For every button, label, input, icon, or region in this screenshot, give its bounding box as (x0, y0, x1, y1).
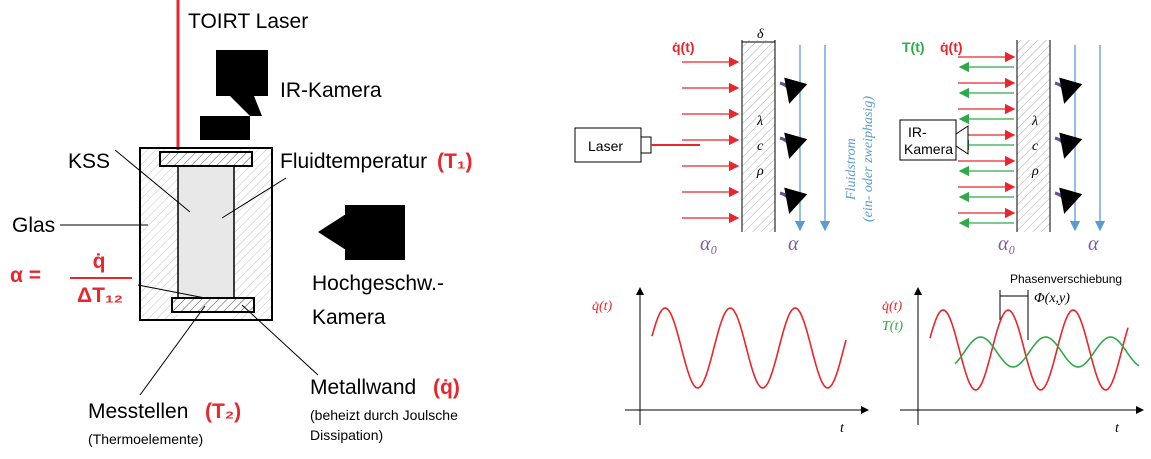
thickness-label: δ (757, 27, 764, 42)
formula-numerator: q̇ (93, 250, 106, 273)
flow-label: (ein- oder zweiphasig) (861, 96, 876, 222)
camera-label: Kamera (904, 141, 953, 157)
property: ρ (756, 164, 764, 179)
temperature-wave (955, 337, 1139, 367)
vortex (780, 83, 791, 101)
property: c (757, 139, 764, 154)
metal-wall (172, 298, 254, 312)
fluid-label: Fluidtemperatur (280, 150, 427, 173)
flux-wave (930, 310, 1128, 390)
measurement-symbol: (T₂) (205, 400, 241, 423)
metal-wall-note: (beheizt durch Joulsche (310, 407, 458, 423)
heat-flux-label: q̇(t) (940, 39, 963, 55)
laser-nozzle (641, 137, 651, 153)
hs-camera-lens (318, 214, 346, 250)
ir-camera-label: IR-Kamera (280, 79, 382, 102)
vortex (1055, 83, 1066, 101)
property: c (1032, 139, 1039, 154)
flow-label: Fluidstrom (844, 138, 859, 201)
metal-wall-label: Metallwand (310, 376, 416, 399)
metal-wall-note: Dissipation) (310, 427, 383, 443)
temperature-label: T(t) (902, 39, 925, 55)
vortex (1055, 138, 1066, 156)
ir-camera-icon (216, 50, 268, 96)
heat-flux-label: q̇(t) (672, 39, 695, 55)
metal-wall-symbol: (q̇) (433, 376, 460, 399)
wall (1017, 40, 1050, 232)
camera-panel: T(t) q̇(t) IR- Kamera λ c ρ α₀ α (900, 39, 1100, 255)
camera-label: IR- (908, 124, 927, 140)
property: λ (1031, 114, 1038, 129)
x-label: t (840, 421, 845, 436)
camera-lens (956, 126, 968, 154)
laser-label: TOIRT Laser (188, 10, 308, 33)
laser-label: Laser (588, 138, 623, 154)
measurement-label: Messtellen (88, 400, 188, 423)
formula-lhs: α = (10, 264, 41, 287)
tube (178, 166, 234, 298)
phase-plot: q̇(t) T(t) Phasenverschiebung Φ(x,y) t (882, 272, 1143, 436)
vortex (780, 138, 791, 156)
phase-symbol: Φ(x,y) (1034, 291, 1070, 306)
ir-camera-lens (200, 96, 262, 140)
y-label-temperature: T(t) (882, 319, 903, 334)
vortex (1055, 193, 1066, 211)
property: λ (756, 114, 763, 129)
y-label: q̇(t) (592, 299, 613, 314)
wall (742, 40, 775, 232)
top-plate (160, 152, 252, 166)
x-label: t (1115, 421, 1120, 436)
measurement-note: (Thermoelemente) (88, 431, 203, 447)
signal-plot: q̇(t) t (592, 288, 868, 436)
alpha-inner: α₀ (998, 233, 1015, 255)
hs-camera-label: Kamera (312, 306, 386, 329)
leader (242, 305, 318, 375)
hs-camera-icon (345, 205, 405, 260)
kss-label: KSS (68, 150, 110, 173)
fluid-symbol: (T₁) (437, 150, 473, 173)
diagram: TOIRT Laser IR-Kamera KSS Fluidtemperatu… (0, 0, 1151, 454)
setup: TOIRT Laser IR-Kamera KSS Fluidtemperatu… (10, 0, 473, 447)
formula-denominator: ΔT₁₂ (77, 284, 123, 307)
alpha-inner: α₀ (700, 233, 717, 255)
laser-panel: q̇(t) δ Laser λ c ρ Fluidstrom (ein- ode… (575, 27, 876, 255)
alpha-outer: α (1088, 233, 1099, 255)
property: ρ (1031, 164, 1039, 179)
alpha-outer: α (788, 233, 799, 255)
glass-right (234, 149, 271, 319)
glass-label: Glas (12, 214, 55, 237)
vortex (780, 193, 791, 211)
flux-wave (652, 308, 846, 388)
hs-camera-label: Hochgeschw.- (312, 272, 444, 295)
phase-label: Phasenverschiebung (1010, 272, 1122, 286)
y-label-flux: q̇(t) (882, 299, 903, 314)
glass-left (141, 149, 178, 319)
